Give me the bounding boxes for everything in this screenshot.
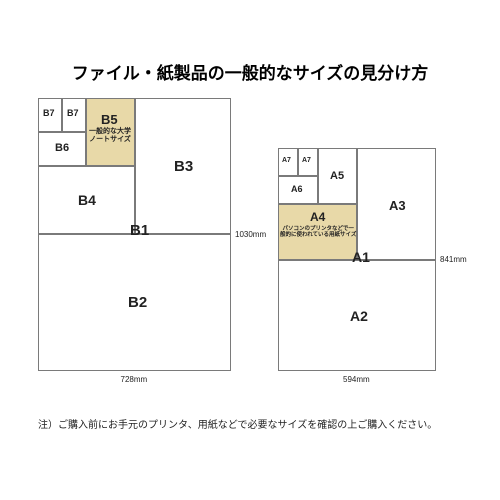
label-B7a: B7	[43, 108, 55, 118]
dim-height: 1030mm	[235, 230, 266, 239]
label-B6: B6	[55, 142, 69, 154]
label-B3: B3	[174, 158, 193, 175]
label-A2: A2	[350, 308, 368, 324]
label-B7b: B7	[67, 108, 79, 118]
label-B4: B4	[78, 192, 96, 208]
dim-width: 594mm	[343, 375, 370, 384]
subtext-A4: パソコンのプリンタなどで一般的に使われている用紙サイズ	[280, 226, 356, 239]
footer-note: 注）ご購入前にお手元のプリンタ、用紙などで必要なサイズを確認の上ご購入ください。	[38, 416, 437, 431]
label-A1: A1	[352, 249, 370, 265]
label-A7a: A7	[282, 157, 291, 164]
label-B5: B5	[101, 112, 118, 127]
page-title: ファイル・紙製品の一般的なサイズの見分け方	[0, 59, 500, 84]
label-A4: A4	[310, 210, 325, 224]
label-B1: B1	[130, 222, 149, 239]
label-B2: B2	[128, 294, 147, 311]
subtext-B5: 一般的な大学ノートサイズ	[89, 128, 131, 144]
dim-height: 841mm	[440, 255, 467, 264]
label-A5: A5	[330, 170, 344, 182]
dim-width: 728mm	[121, 375, 148, 384]
label-A7b: A7	[302, 157, 311, 164]
label-A3: A3	[389, 198, 406, 213]
label-A6: A6	[291, 184, 303, 194]
